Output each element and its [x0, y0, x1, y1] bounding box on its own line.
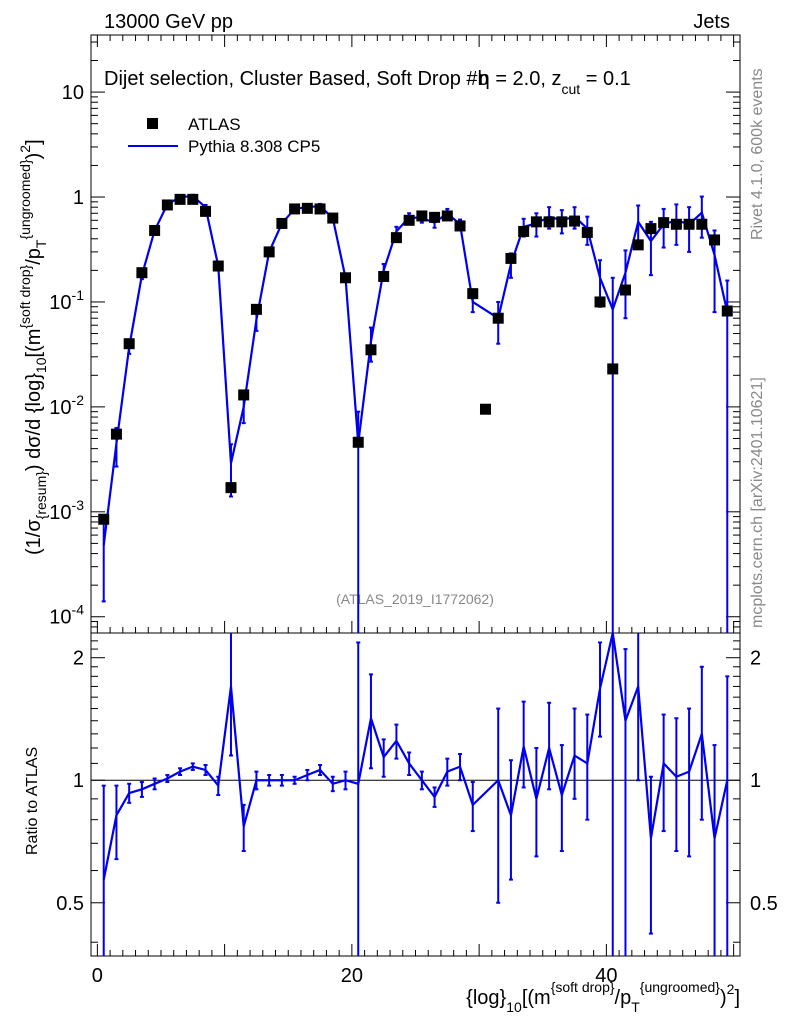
- data-point: [594, 296, 606, 308]
- data-point: [518, 225, 530, 237]
- y-tick-label-ratio-right: 1: [750, 770, 761, 792]
- data-point: [238, 389, 250, 401]
- x-tick-label: 0: [92, 965, 103, 987]
- data-point: [110, 428, 122, 440]
- mcplots-label: mcplots.cern.ch [arXiv:2401.10621]: [749, 377, 766, 628]
- data-point: [607, 363, 619, 375]
- y-tick-label-ratio: 1: [73, 770, 84, 792]
- legend-data-marker: [147, 118, 158, 129]
- data-point: [696, 218, 708, 230]
- header-left: 13000 GeV pp: [104, 11, 233, 33]
- beta-symbol: η: [479, 68, 490, 90]
- zcut-value: = 0.1: [580, 68, 631, 90]
- x-tick-label: 20: [341, 965, 363, 987]
- data-point: [581, 226, 593, 238]
- y-axis-label-ratio: Ratio to ATLAS: [24, 747, 41, 855]
- data-point: [543, 216, 555, 228]
- data-point: [632, 239, 644, 251]
- rivet-label: Rivet 4.1.0, 600k events: [749, 68, 766, 240]
- data-point: [416, 210, 428, 222]
- data-series: [98, 193, 733, 525]
- data-point: [225, 482, 237, 494]
- header-right: Jets: [693, 11, 730, 33]
- beta-value: = 2.0, z: [490, 68, 562, 90]
- data-point: [301, 202, 313, 214]
- ratio-error-bars: [101, 633, 730, 956]
- data-point: [441, 210, 453, 222]
- y-tick-label-main: 10-2: [49, 392, 84, 419]
- y-tick-label-ratio-right: 2: [750, 648, 761, 670]
- data-point: [314, 203, 326, 215]
- data-point: [709, 234, 721, 246]
- plot-title: Dijet selection, Cluster Based, Soft Dro…: [104, 68, 631, 97]
- data-point: [467, 288, 479, 300]
- data-point: [721, 305, 733, 317]
- data-point: [276, 217, 288, 229]
- data-point: [454, 220, 466, 232]
- y-tick-label-ratio: 0.5: [56, 893, 84, 915]
- data-point: [123, 338, 135, 350]
- data-point: [212, 260, 224, 272]
- y-tick-label-ratio-right: 0.5: [750, 893, 778, 915]
- data-point: [352, 436, 364, 448]
- legend-data-label: ATLAS: [188, 115, 241, 134]
- data-point: [200, 205, 212, 217]
- mc-error-bars: [101, 193, 730, 633]
- legend-mc-label: Pythia 8.308 CP5: [188, 137, 320, 156]
- x-tick-label: 40: [595, 965, 617, 987]
- data-point: [98, 513, 110, 525]
- data-point: [174, 193, 186, 205]
- ratio-curve: [102, 632, 729, 880]
- data-point: [403, 214, 415, 226]
- data-point: [670, 218, 682, 230]
- y-tick-label-ratio: 2: [73, 648, 84, 670]
- data-point: [645, 223, 657, 235]
- data-point: [569, 215, 581, 227]
- data-point: [250, 303, 262, 315]
- data-point: [492, 312, 504, 324]
- data-point: [683, 218, 695, 230]
- data-point: [530, 216, 542, 228]
- data-point: [429, 211, 441, 223]
- x-axis-label: {log}10[(m{soft drop}/pT{ungroomed})2]: [466, 979, 740, 1015]
- data-point: [505, 252, 517, 264]
- y-axis-label-main: (1/σ{resum}) dσ/d {log}10[(m{soft drop}/…: [17, 139, 49, 555]
- y-tick-label-main: 10-4: [49, 602, 84, 629]
- y-tick-label-main: 10: [62, 82, 84, 104]
- zcut-subscript: cut: [561, 81, 580, 97]
- data-point: [658, 217, 670, 229]
- data-point: [327, 212, 339, 224]
- data-point: [161, 199, 173, 211]
- data-point: [619, 284, 631, 296]
- data-point: [365, 344, 377, 356]
- data-point: [149, 224, 161, 236]
- data-point: [289, 203, 301, 215]
- ratio-series: [102, 632, 729, 880]
- data-point: [187, 193, 199, 205]
- plot-title-main: Dijet selection, Cluster Based, Soft Dro…: [104, 68, 489, 90]
- data-point: [479, 403, 491, 415]
- data-point: [263, 246, 275, 258]
- axis-ticks: [91, 35, 740, 956]
- data-point: [136, 267, 148, 279]
- y-tick-label-main: 10-1: [49, 287, 84, 314]
- axis-tick-labels: 0 20 40 10 1 10-1 10-2 10-3 10-4 2 2 1 1 0.5 0.5: [49, 82, 778, 987]
- data-point: [340, 272, 352, 284]
- y-tick-label-main: 10-3: [49, 497, 84, 524]
- data-point: [556, 216, 568, 228]
- data-point: [390, 232, 402, 244]
- data-point: [378, 270, 390, 282]
- analysis-watermark: (ATLAS_2019_I1772062): [336, 591, 494, 607]
- ratio-panel-frame: [90, 632, 741, 957]
- y-tick-label-main: 1: [73, 187, 84, 209]
